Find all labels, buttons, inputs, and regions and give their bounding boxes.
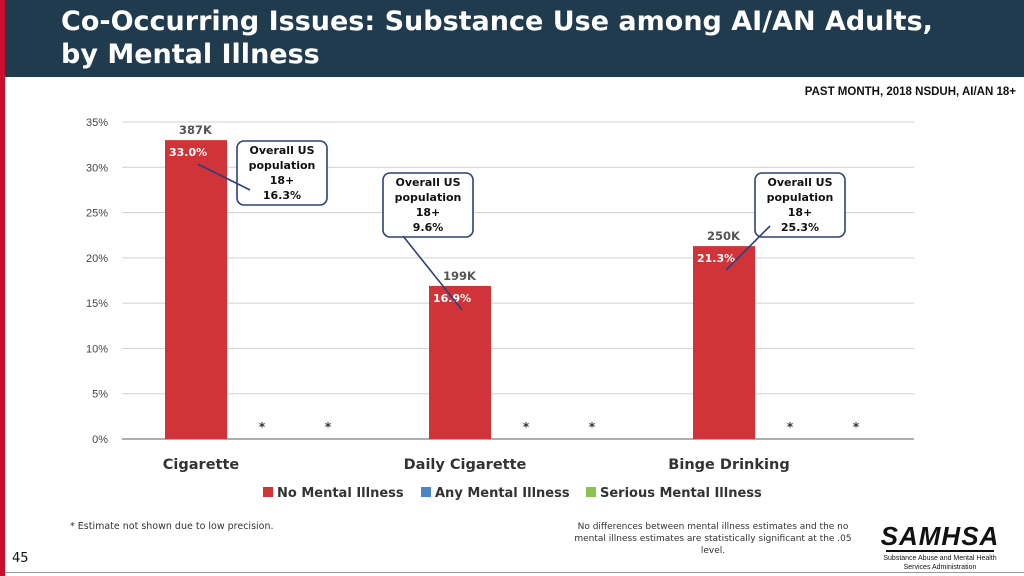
callout-text: 18+ [788,206,813,219]
callout-box [382,172,474,238]
bar-count-label: 250K [707,229,741,243]
low-precision-marker: * [853,420,860,434]
low-precision-marker: * [787,420,794,434]
slide-title: Co-Occurring Issues: Substance Use among… [61,6,933,70]
bar [429,285,491,439]
legend-swatch [263,487,273,497]
bottom-divider [5,572,1024,573]
title-bar [5,0,1024,77]
y-tick-label: 5% [92,389,108,401]
callout-text: Overall US [249,144,314,157]
callout-text: 9.6% [413,221,444,234]
callout-pointer [402,235,463,311]
y-tick-label: 0% [92,434,108,446]
low-precision-marker: * [523,420,530,434]
callout-text: 16.3% [263,189,301,202]
low-precision-marker: * [589,420,596,434]
y-tick-label: 15% [86,298,108,310]
y-tick-label: 35% [86,117,108,129]
y-tick-label: 20% [86,253,108,265]
legend-swatch [586,487,596,497]
samhsa-logo: SAMHSA Substance Abuse and Mental Health… [880,522,1000,572]
category-label: Cigarette [163,457,240,473]
bar [165,140,227,439]
footnote: * Estimate not shown due to low precisio… [70,521,274,532]
bar-value-label: 33.0% [169,146,207,159]
low-precision-marker: * [325,420,332,434]
page-number: 45 [12,551,29,566]
logo-underline [886,550,994,552]
callout-pointer [197,163,251,191]
bar-count-label: 387K [179,123,213,137]
category-label: Binge Drinking [668,457,789,473]
callout-box [236,140,328,206]
logo-subtitle: Substance Abuse and Mental Health Servic… [883,555,997,571]
legend-label: No Mental Illness [277,486,404,501]
y-tick-label: 25% [86,208,108,220]
legend-label: Serious Mental Illness [600,486,762,501]
bar [693,246,755,439]
bar-value-label: 21.3% [697,252,735,265]
category-label: Daily Cigarette [404,457,527,473]
low-precision-marker: * [259,420,266,434]
significance-note: No differences between mental illness es… [574,522,852,556]
y-tick-label: 30% [86,162,108,174]
y-tick-label: 10% [86,343,108,355]
legend-swatch [421,487,431,497]
callout-text: population [767,191,834,204]
callout-text: 25.3% [781,221,819,234]
logo-wordmark: SAMHSA [880,521,1000,551]
bar-count-label: 199K [443,269,477,283]
callout-text: Overall US [767,176,832,189]
callout-text: population [395,191,462,204]
callout-text: Overall US [395,176,460,189]
callout-text: 18+ [270,174,295,187]
chart-subtitle: PAST MONTH, 2018 NSDUH, AI/AN 18+ [804,86,1016,98]
callout-box [754,172,846,238]
accent-left-bar [0,0,5,576]
callout-pointer [725,225,771,271]
callout-text: 18+ [416,206,441,219]
callout-text: population [249,159,316,172]
legend-label: Any Mental Illness [435,486,570,501]
